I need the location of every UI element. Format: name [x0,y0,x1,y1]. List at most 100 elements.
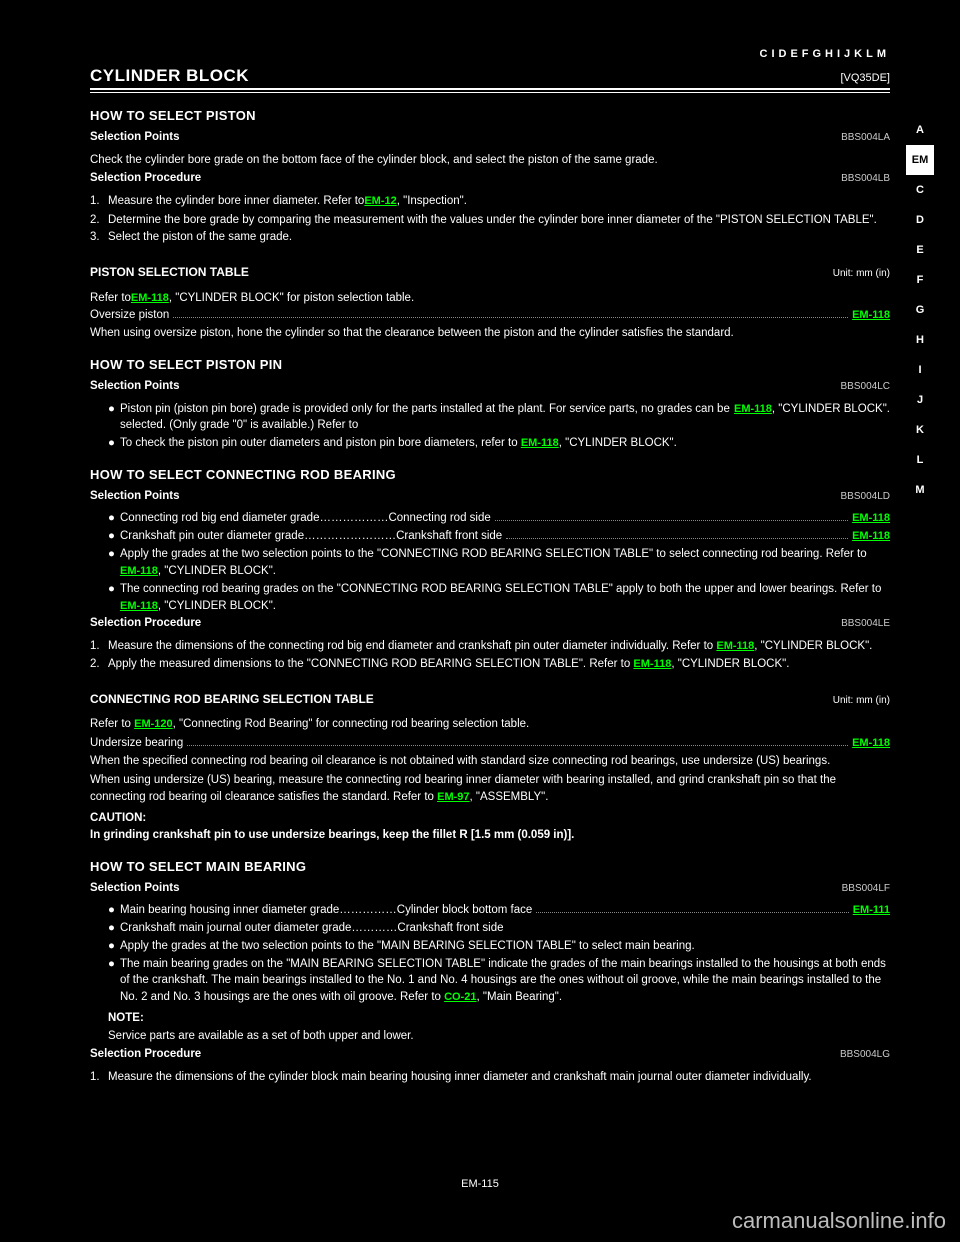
list-item: ● Crankshaft pin outer diameter grade………… [90,528,890,545]
list-item: 2. Apply the measured dimensions to the … [90,656,890,673]
link-em-118[interactable]: EM-118 [120,565,158,577]
list-item: ● Crankshaft main journal outer diameter… [90,920,890,937]
link-em-118[interactable]: EM-118 [852,309,890,321]
link-em-118[interactable]: EM-118 [716,640,754,652]
list-item: 3. Select the piston of the same grade. [90,229,890,246]
section-tab-a[interactable]: A [906,115,934,145]
us-lead: Undersize bearing [90,735,183,752]
link-em-97[interactable]: EM-97 [437,791,469,803]
bullet-text: To check the piston pin outer diameters … [120,435,518,452]
proc-code: BBS004LE [841,617,890,632]
heading-conn-rod-bearing: HOW TO SELECT CONNECTING ROD BEARING [90,466,890,485]
bullet-text: Main bearing housing inner diameter grad… [120,902,532,919]
link-tail: , "ASSEMBLY". [470,791,549,803]
section-tab-h[interactable]: H [906,325,934,355]
step-text: Measure the cylinder bore inner diameter… [108,193,364,210]
proc-code: BBS004LA [841,131,890,146]
step-text: Apply the measured dimensions to the "CO… [108,658,633,670]
section-tab-f[interactable]: F [906,265,934,295]
dot-leader [173,317,848,318]
engine-code: [VQ35DE] [840,72,890,84]
step-number: 3. [90,229,108,246]
list-item: 2. Determine the bore grade by comparing… [90,212,890,229]
section-tab-g[interactable]: G [906,295,934,325]
link-em-118[interactable]: EM-118 [633,658,671,670]
link-em-118[interactable]: EM-118 [131,292,169,304]
section-tabs: AEMCDEFGHIJKLM [906,115,934,505]
step-number: 1. [90,1069,108,1086]
list-item: ● To check the piston pin outer diameter… [90,435,890,452]
section-tab-l[interactable]: L [906,445,934,475]
us-note-1: When the specified connecting rod bearin… [90,753,890,770]
step-number: 1. [90,193,108,211]
step-number: 1. [90,638,108,655]
dot-leader [187,745,848,746]
link-co-21[interactable]: CO-21 [444,991,476,1003]
watermark: carmanualsonline.info [732,1208,946,1234]
mb-note: Service parts are available as a set of … [90,1028,890,1045]
link-tail: , "CYLINDER BLOCK". [754,640,872,652]
unit-label: Unit: mm (in) [833,267,890,282]
link-tail: , "CYLINDER BLOCK" for piston selection … [169,292,414,304]
step-text: Measure the dimensions of the connecting… [108,640,716,652]
list-item: ● Piston pin (piston pin bore) grade is … [90,401,890,434]
link-tail: , "Inspection". [397,195,467,207]
bullet-icon: ● [108,435,120,452]
proc-label: Selection Procedure [90,1046,201,1063]
bullet-icon: ● [108,938,120,955]
crb-table-heading: CONNECTING ROD BEARING SELECTION TABLE U… [90,681,890,710]
us-note-2: When using undersize (US) bearing, measu… [90,772,890,806]
section-tab-k[interactable]: K [906,415,934,445]
link-tail: , "CYLINDER BLOCK". [158,565,276,577]
proc-selection-points-2: Selection Points BBS004LC [90,378,890,395]
dot-leader [536,912,848,913]
proc-label: Selection Points [90,880,179,897]
proc-selection-points-3: Selection Points BBS004LD [90,488,890,505]
page-title: CYLINDER BLOCK [90,66,249,86]
content-body: HOW TO SELECT PISTON Selection Points BB… [90,107,890,1086]
proc-code: BBS004LD [841,490,890,505]
proc-code: BBS004LB [841,172,890,187]
bullet-icon: ● [108,956,120,973]
undersize-row: Undersize bearing EM-118 [90,735,890,752]
proc-selection-points-1: Selection Points BBS004LA [90,129,890,146]
title-rule [90,92,890,93]
caution-label: CAUTION: [90,810,890,827]
proc-label: Selection Procedure [90,615,201,632]
link-em-118[interactable]: EM-118 [734,403,772,415]
section-tab-e[interactable]: E [906,235,934,265]
bullet-icon: ● [108,902,120,919]
section-tab-m[interactable]: M [906,475,934,505]
piston-table-heading: PISTON SELECTION TABLE Unit: mm (in) [90,254,890,283]
link-em-111[interactable]: EM-111 [853,903,890,919]
link-tail: , "CYLINDER BLOCK". [772,403,890,415]
link-tail: , "Connecting Rod Bearing" for connectin… [173,718,530,730]
link-em-118[interactable]: EM-118 [852,736,890,752]
os-note: When using oversize piston, hone the cyl… [90,325,890,342]
bullet-text: Apply the grades at the two selection po… [120,548,867,560]
link-tail: , "CYLINDER BLOCK". [158,600,276,612]
step-text: Measure the dimensions of the cylinder b… [108,1069,890,1086]
section-tab-d[interactable]: D [906,205,934,235]
heading-piston: HOW TO SELECT PISTON [90,107,890,126]
link-em-12[interactable]: EM-12 [364,195,396,207]
link-em-118[interactable]: EM-118 [852,511,890,527]
bullet-text: Apply the grades at the two selection po… [120,938,695,955]
section-tab-c[interactable]: C [906,175,934,205]
bullet-text: Connecting rod big end diameter grade………… [120,510,491,527]
section-tab-j[interactable]: J [906,385,934,415]
link-em-118[interactable]: EM-118 [521,437,559,449]
section-tab-i[interactable]: I [906,355,934,385]
list-item: ● Connecting rod big end diameter grade…… [90,510,890,527]
table-ref-row: Refer to EM-118, "CYLINDER BLOCK" for pi… [90,290,890,307]
proc-code: BBS004LG [840,1048,890,1063]
dot-leader [506,538,848,539]
list-item: 1. Measure the cylinder bore inner diame… [90,193,890,211]
section-tab-em[interactable]: EM [906,145,934,175]
proc-selection-procedure-3: Selection Procedure BBS004LG [90,1046,890,1063]
link-em-118[interactable]: EM-118 [120,600,158,612]
link-em-118[interactable]: EM-118 [852,529,890,545]
step-number: 2. [90,212,108,229]
list-item: 1. Measure the dimensions of the connect… [90,638,890,655]
link-em-120[interactable]: EM-120 [134,718,173,730]
